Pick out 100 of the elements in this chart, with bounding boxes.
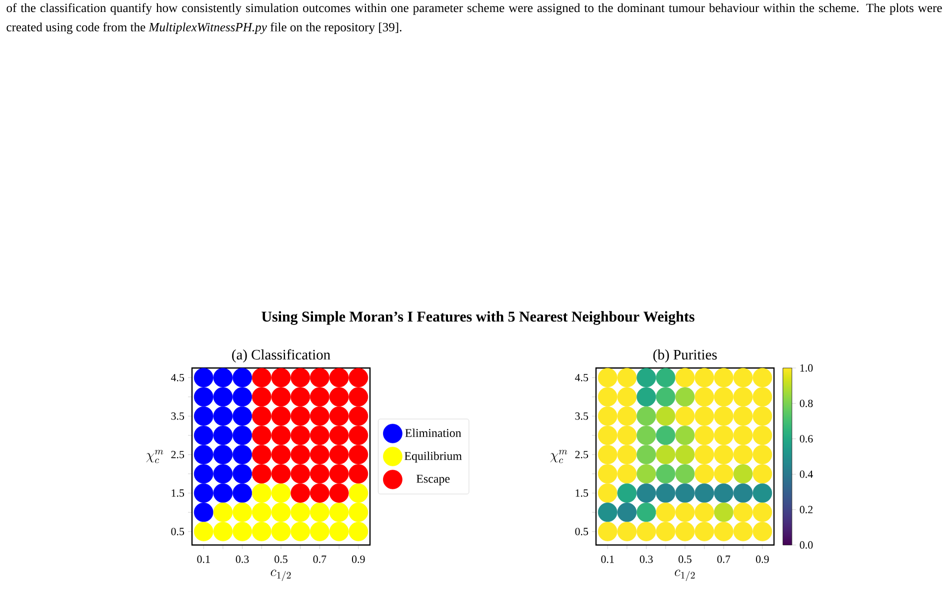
point (252, 464, 272, 484)
point (252, 426, 272, 446)
point (290, 483, 310, 503)
point (213, 426, 233, 446)
y-tick-label: 3.5 (575, 412, 588, 420)
point (213, 502, 233, 522)
point (194, 522, 214, 542)
point (329, 483, 349, 503)
point (310, 426, 330, 446)
y-tick-label: 4.5 (575, 374, 588, 382)
point (232, 444, 252, 464)
x-axis-title: $c_{1/2}$ (674, 570, 695, 582)
x-tick-label: 0.5 (678, 556, 692, 563)
point (348, 502, 368, 522)
point (194, 387, 214, 407)
point (348, 387, 368, 407)
point (271, 483, 291, 503)
point (213, 368, 233, 388)
point (310, 387, 330, 407)
point (232, 387, 252, 407)
point (232, 406, 252, 426)
point (232, 368, 252, 388)
chart-title: (a) Classification (232, 349, 330, 363)
x-tick-label: 0.1 (197, 556, 210, 563)
y-tick-label: 1.5 (172, 489, 184, 497)
point (290, 387, 310, 407)
point (329, 368, 349, 388)
point (194, 426, 214, 446)
point (290, 464, 310, 484)
point (290, 426, 310, 446)
x-axis-title: $c_{1/2}$ (270, 570, 291, 582)
y-tick-label: 4.5 (171, 374, 184, 382)
point (194, 444, 214, 464)
point (290, 406, 310, 426)
point (329, 406, 349, 426)
point (252, 387, 272, 407)
legend-label: Elimination (405, 428, 462, 438)
color-bar-label: 0.4 (800, 470, 813, 478)
point (252, 444, 272, 464)
point (213, 464, 233, 484)
point (232, 464, 252, 484)
point (271, 522, 291, 542)
point (252, 368, 272, 388)
point (271, 426, 291, 446)
point (310, 483, 330, 503)
point (194, 464, 214, 484)
point (348, 522, 368, 542)
color-bar-label: 0.0 (800, 541, 813, 549)
point (329, 522, 349, 542)
color-bar-label: 0.6 (800, 435, 813, 443)
point (213, 444, 233, 464)
point (232, 522, 252, 542)
y-tick-label: 2.5 (575, 450, 588, 458)
point (252, 522, 272, 542)
point (348, 464, 368, 484)
point (329, 426, 349, 446)
x-tick-label: 0.3 (236, 556, 249, 563)
point (348, 444, 368, 464)
color-bar-label: 1.0 (800, 364, 813, 372)
point (213, 522, 233, 542)
color-bar-label: 0.8 (800, 400, 813, 408)
point (213, 387, 233, 407)
point (271, 387, 291, 407)
point (252, 406, 272, 426)
point (329, 502, 349, 522)
y-tick-label: 3.5 (171, 412, 184, 420)
point (271, 368, 291, 388)
point (310, 406, 330, 426)
y-axis-title: $\chi_c^m$ (550, 450, 568, 464)
point (232, 426, 252, 446)
point (232, 502, 252, 522)
point (194, 368, 214, 388)
y-tick-label: 0.5 (575, 528, 588, 536)
chart-title: (b) Purities (653, 349, 717, 363)
point (194, 502, 214, 522)
point (290, 444, 310, 464)
text: Using Simple Moran’s I Features with 5 Nearest Neighbour Weights (262, 311, 694, 325)
point (194, 483, 214, 503)
point (348, 406, 368, 426)
point (310, 368, 330, 388)
point (329, 444, 349, 464)
point (252, 483, 272, 503)
point (348, 368, 368, 388)
point (329, 387, 349, 407)
point (213, 483, 233, 503)
point (194, 406, 214, 426)
text: of the classification quantify how consistently simulation outcomes within one parameter scheme were assigned to the dominant tumour behaviour within the scheme. The plots were created using code from the MultiplexWitnessPH.py file on the repository [39]. (6, 3, 942, 34)
color-bar-label: 0.2 (800, 506, 813, 514)
point (252, 502, 272, 522)
point (310, 464, 330, 484)
point (348, 426, 368, 446)
point (271, 502, 291, 522)
point (348, 483, 368, 503)
point (310, 502, 330, 522)
x-tick-label: 0.5 (274, 556, 288, 563)
point (310, 444, 330, 464)
x-tick-label: 0.9 (352, 556, 365, 563)
x-tick-label: 0.7 (717, 556, 730, 563)
point (329, 464, 349, 484)
legend-label: Escape (416, 474, 450, 486)
